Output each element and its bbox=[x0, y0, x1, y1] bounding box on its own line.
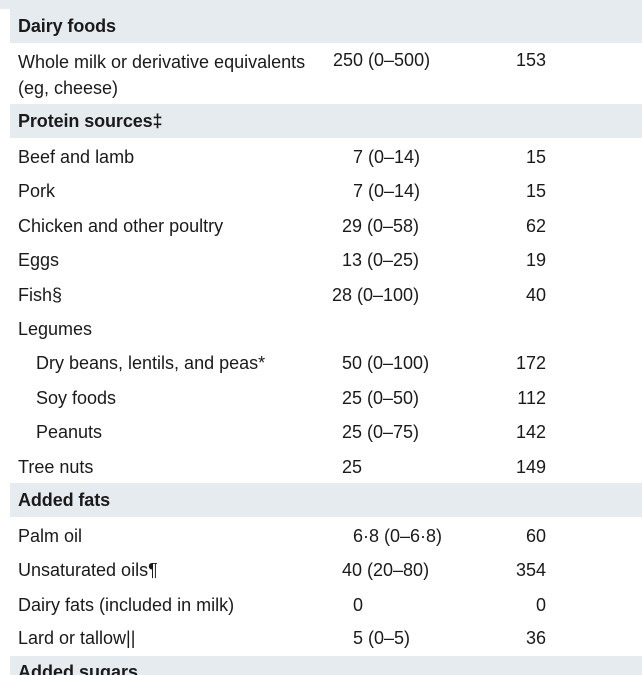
row-kcal: 15 bbox=[525, 181, 546, 201]
section-protein-sources: Protein sources‡ bbox=[10, 104, 642, 138]
table-row: Palm oil 6·8 (0–6·8) 60 bbox=[10, 519, 642, 553]
row-amount: 6·8 (0–6·8) bbox=[353, 526, 443, 546]
section-label: Protein sources‡ bbox=[18, 111, 163, 131]
row-name: Legumes bbox=[18, 319, 93, 339]
row-amount: 250 (0–500) bbox=[333, 50, 431, 70]
row-kcal: 142 bbox=[515, 422, 546, 442]
row-amount: 0 bbox=[353, 595, 364, 615]
row-amount: 25 bbox=[342, 457, 363, 477]
row-name: Beef and lamb bbox=[18, 147, 135, 167]
section-label: Dairy foods bbox=[18, 16, 116, 36]
table-row: Beef and lamb 7 (0–14) 15 bbox=[10, 140, 642, 174]
table-row: Legumes bbox=[10, 312, 642, 346]
table-row: Unsaturated oils¶ 40 (20–80) 354 bbox=[10, 553, 642, 587]
row-name-line2: (eg, cheese) bbox=[18, 78, 119, 98]
row-name: Dry beans, lentils, and peas* bbox=[36, 353, 266, 373]
section-dairy-foods: Dairy foods bbox=[10, 9, 642, 43]
table-row: Dairy fats (included in milk) 0 0 bbox=[10, 588, 642, 622]
row-amount: 7 (0–14) bbox=[353, 147, 421, 167]
row-name: Lard or tallow|| bbox=[18, 628, 136, 648]
section-label: Added sugars bbox=[18, 662, 139, 675]
row-name: Dairy fats (included in milk) bbox=[18, 595, 235, 615]
row-amount: 29 (0–58) bbox=[342, 216, 420, 236]
row-kcal: 153 bbox=[515, 50, 546, 70]
row-name: Fish§ bbox=[18, 285, 63, 305]
table-row: Pork 7 (0–14) 15 bbox=[10, 174, 642, 208]
row-name: Eggs bbox=[18, 250, 60, 270]
section-added-fats: Added fats bbox=[10, 483, 642, 517]
row-amount: 25 (0–50) bbox=[342, 388, 420, 408]
row-kcal: 354 bbox=[515, 560, 546, 580]
row-name-line1: Whole milk or derivative equivalents bbox=[18, 52, 306, 72]
row-name: Soy foods bbox=[36, 388, 117, 408]
table-row: Eggs 13 (0–25) 19 bbox=[10, 243, 642, 277]
row-amount: 25 (0–75) bbox=[342, 422, 420, 442]
row-name: Tree nuts bbox=[18, 457, 94, 477]
row-amount: 50 (0–100) bbox=[342, 353, 430, 373]
row-kcal: 172 bbox=[515, 353, 546, 373]
table-row: Dry beans, lentils, and peas* 50 (0–100)… bbox=[10, 346, 642, 380]
row-kcal: 62 bbox=[525, 216, 546, 236]
table-row: Tree nuts 25 149 bbox=[10, 450, 642, 484]
row-kcal: 0 bbox=[535, 595, 546, 615]
row-amount: 7 (0–14) bbox=[353, 181, 421, 201]
row-name: Unsaturated oils¶ bbox=[18, 560, 158, 580]
table-row: Peanuts 25 (0–75) 142 bbox=[10, 415, 642, 449]
row-name: Whole milk or derivative equivalents (eg… bbox=[18, 49, 305, 101]
row-amount: 13 (0–25) bbox=[342, 250, 420, 270]
row-kcal: 112 bbox=[517, 388, 546, 408]
row-kcal: 19 bbox=[525, 250, 546, 270]
row-kcal: 15 bbox=[525, 147, 546, 167]
row-kcal: 36 bbox=[525, 628, 546, 648]
row-name: Peanuts bbox=[36, 422, 103, 442]
table-header-strip bbox=[0, 0, 642, 9]
row-amount: 28 (0–100) bbox=[332, 285, 420, 305]
row-name: Chicken and other poultry bbox=[18, 216, 224, 236]
table-row: Whole milk or derivative equivalents (eg… bbox=[10, 43, 642, 101]
section-added-sugars: Added sugars bbox=[10, 656, 642, 675]
row-amount: 40 (20–80) bbox=[342, 560, 430, 580]
table-row: Soy foods 25 (0–50) 112 bbox=[10, 381, 642, 415]
row-kcal: 60 bbox=[525, 526, 546, 546]
table-row: Fish§ 28 (0–100) 40 bbox=[10, 278, 642, 312]
row-kcal: 149 bbox=[515, 457, 546, 477]
row-name: Pork bbox=[18, 181, 56, 201]
table-row: Chicken and other poultry 29 (0–58) 62 bbox=[10, 209, 642, 243]
table-row: Lard or tallow|| 5 (0–5) 36 bbox=[10, 621, 642, 655]
row-name: Palm oil bbox=[18, 526, 83, 546]
section-label: Added fats bbox=[18, 490, 111, 510]
row-amount: 5 (0–5) bbox=[353, 628, 411, 648]
row-kcal: 40 bbox=[525, 285, 546, 305]
